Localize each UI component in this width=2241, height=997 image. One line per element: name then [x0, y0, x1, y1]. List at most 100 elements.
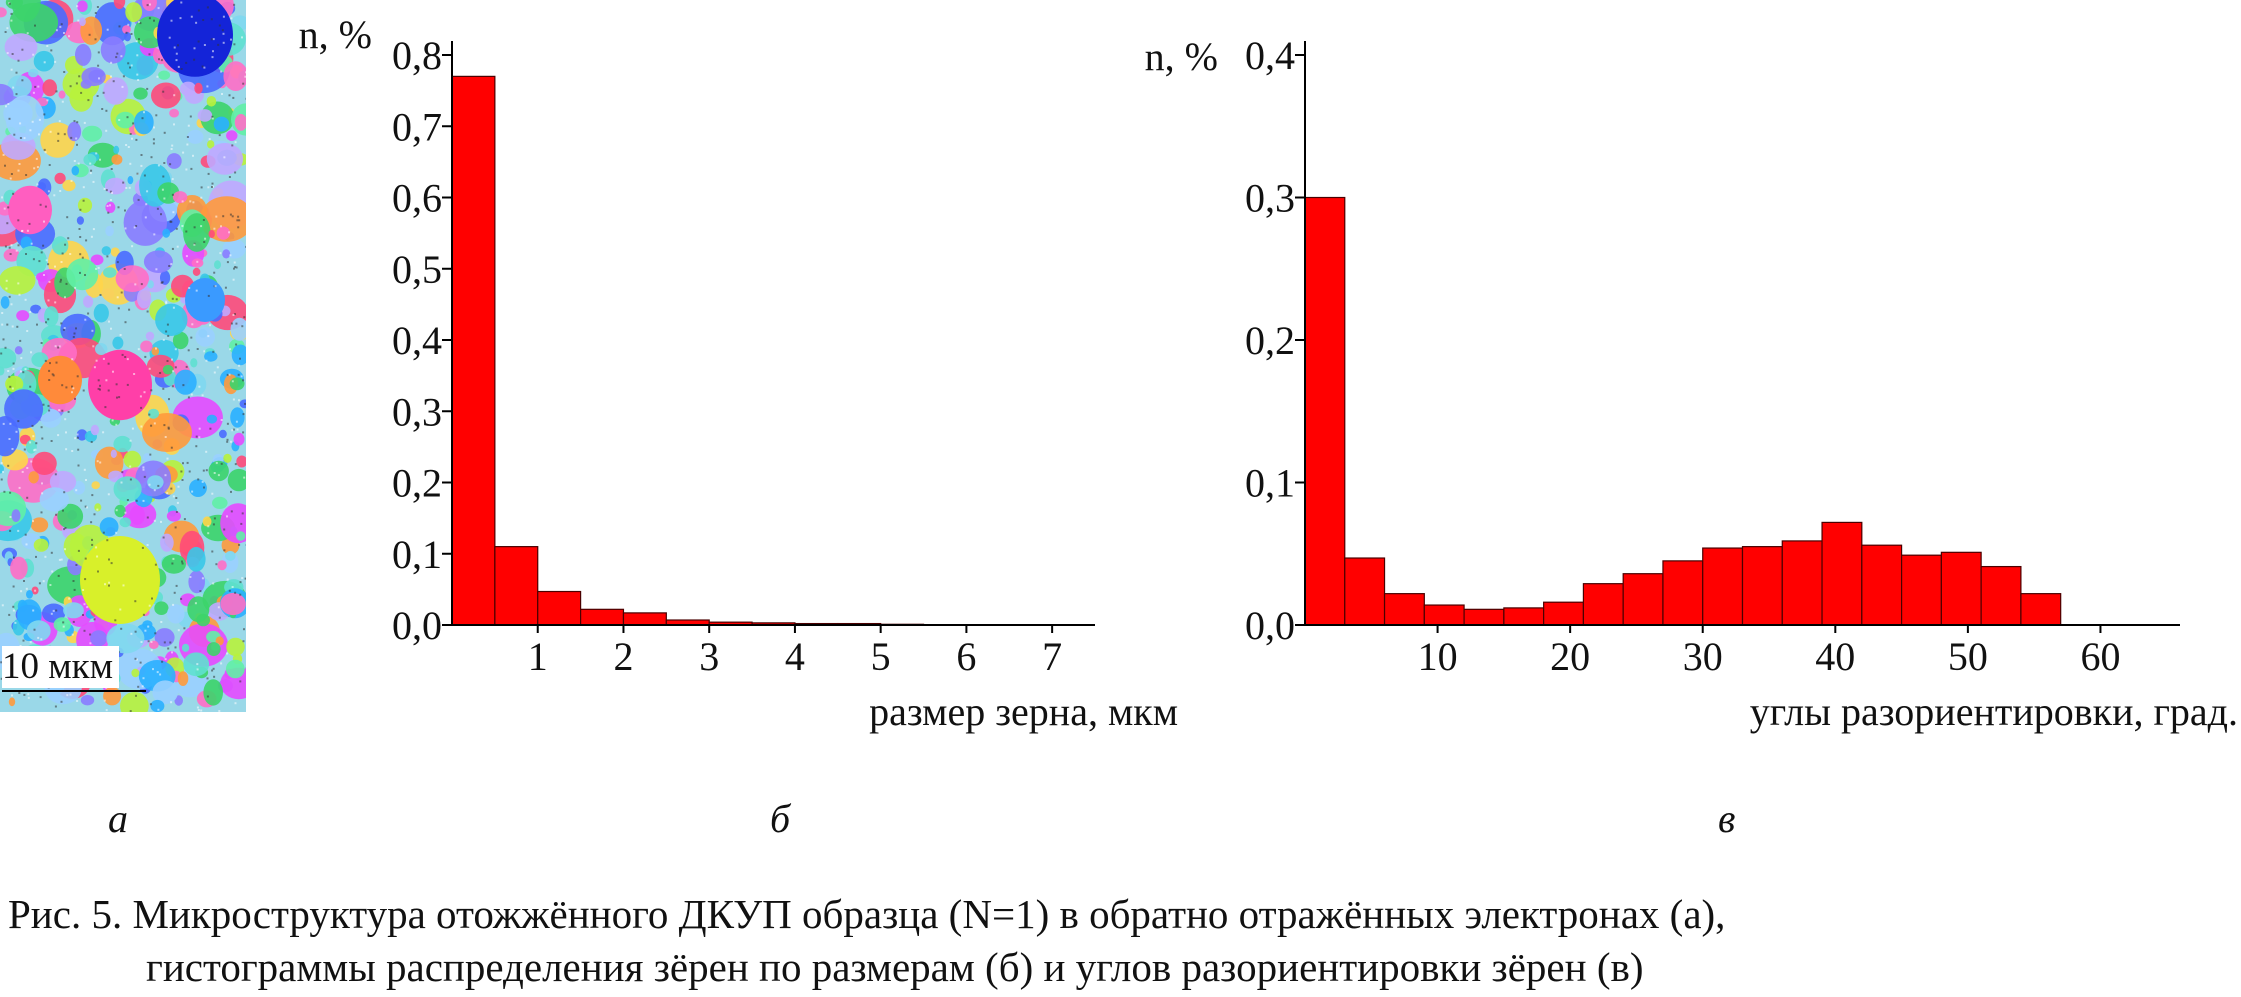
ebsd-grain: [104, 177, 126, 195]
ebsd-large-grain: [157, 0, 233, 77]
ebsd-boundary-speck: [172, 211, 175, 214]
ebsd-boundary-speck: [175, 227, 178, 230]
ebsd-boundary-speck: [11, 53, 14, 55]
ebsd-boundary-speck: [92, 180, 95, 183]
ebsd-boundary-speck: [4, 346, 7, 349]
ebsd-boundary-speck: [11, 448, 14, 450]
ebsd-boundary-speck: [198, 385, 201, 388]
ebsd-boundary-speck: [170, 148, 173, 150]
ebsd-grain: [230, 317, 246, 341]
ebsd-boundary-speck: [73, 120, 76, 123]
ebsd-large-grain: [80, 536, 160, 624]
ebsd-boundary-speck: [32, 91, 35, 94]
ebsd-boundary-speck: [174, 348, 177, 351]
ebsd-boundary-speck: [244, 402, 246, 405]
ebsd-boundary-speck: [197, 709, 200, 711]
ebsd-grain: [14, 346, 23, 355]
ebsd-grain: [0, 7, 7, 18]
ebsd-boundary-speck: [180, 1, 183, 4]
ebsd-grain: [120, 692, 149, 712]
ebsd-boundary-speck: [186, 143, 189, 146]
ebsd-boundary-speck: [103, 699, 106, 702]
ebsd-boundary-speck: [30, 242, 33, 245]
ebsd-grain: [206, 414, 218, 424]
ebsd-boundary-speck: [148, 367, 151, 370]
ebsd-boundary-speck: [173, 591, 176, 594]
ebsd-boundary-speck: [172, 370, 175, 373]
ebsd-boundary-speck: [226, 652, 229, 655]
ebsd-boundary-speck: [109, 199, 112, 201]
ebsd-boundary-speck: [197, 478, 200, 481]
ebsd-boundary-speck: [6, 222, 9, 225]
ebsd-grain: [208, 460, 229, 482]
ebsd-boundary-speck: [242, 82, 245, 85]
ebsd-boundary-speck: [200, 709, 203, 712]
ebsd-grain: [150, 699, 165, 712]
ebsd-boundary-speck: [71, 358, 74, 361]
ebsd-boundary-speck: [120, 291, 123, 294]
ebsd-boundary-speck: [200, 196, 203, 199]
ebsd-boundary-speck: [207, 335, 210, 338]
ebsd-boundary-speck: [143, 391, 146, 394]
ebsd-boundary-speck: [77, 19, 80, 22]
ebsd-grain: [206, 143, 244, 175]
ebsd-grain: [0, 266, 36, 295]
ebsd-grain: [62, 179, 76, 192]
ebsd-grain: [151, 82, 181, 109]
ebsd-boundary-speck: [199, 590, 202, 593]
ebsd-boundary-speck: [146, 87, 149, 90]
ebsd-grain: [11, 509, 21, 522]
ebsd-boundary-speck: [15, 430, 18, 433]
ebsd-grain: [124, 32, 131, 42]
ebsd-boundary-speck: [0, 462, 3, 465]
ebsd-boundary-speck: [131, 137, 133, 140]
ebsd-boundary-speck: [154, 563, 157, 566]
ebsd-boundary-speck: [118, 25, 121, 28]
ebsd-boundary-speck: [71, 633, 74, 636]
ebsd-boundary-speck: [3, 490, 6, 493]
ebsd-boundary-speck: [129, 439, 132, 442]
ebsd-grain: [114, 504, 126, 518]
ebsd-grain: [93, 303, 109, 323]
ebsd-boundary-speck: [206, 695, 209, 698]
ebsd-boundary-speck: [47, 299, 50, 302]
ebsd-boundary-speck: [29, 441, 32, 444]
ebsd-boundary-speck: [21, 79, 24, 82]
ebsd-boundary-speck: [218, 134, 221, 137]
ebsd-boundary-speck: [189, 200, 192, 203]
ebsd-boundary-speck: [228, 176, 231, 178]
ebsd-boundary-speck: [119, 608, 122, 611]
ebsd-boundary-speck: [89, 172, 92, 175]
ebsd-boundary-speck: [142, 466, 145, 469]
ebsd-boundary-speck: [51, 570, 54, 573]
histogram-bar: [1423, 604, 1465, 626]
ebsd-boundary-speck: [218, 616, 221, 619]
x-tick-label: 1: [528, 634, 548, 679]
ebsd-boundary-speck: [89, 162, 92, 165]
ebsd-boundary-speck: [146, 310, 149, 313]
caption-line-2: гистограммы распределения зёрен по разме…: [146, 944, 1644, 990]
ebsd-boundary-speck: [82, 186, 85, 189]
ebsd-boundary-speck: [179, 17, 182, 20]
ebsd-grain: [223, 61, 246, 91]
ebsd-boundary-speck: [202, 219, 205, 221]
y-tick-label: 0,1: [1245, 461, 1295, 506]
ebsd-boundary-speck: [35, 157, 38, 160]
ebsd-grain: [206, 642, 221, 657]
ebsd-boundary-speck: [138, 38, 140, 41]
ebsd-boundary-speck: [1, 323, 4, 326]
ebsd-grain: [154, 601, 169, 615]
ebsd-boundary-speck: [107, 389, 110, 392]
ebsd-boundary-speck: [84, 557, 87, 560]
histogram-bar: [451, 75, 496, 626]
ebsd-boundary-speck: [126, 499, 129, 501]
ebsd-boundary-speck: [2, 153, 5, 156]
ebsd-boundary-speck: [3, 207, 6, 210]
ebsd-boundary-speck: [235, 322, 238, 325]
ebsd-boundary-speck: [76, 433, 79, 436]
ebsd-boundary-speck: [140, 406, 143, 409]
ebsd-boundary-speck: [174, 526, 177, 529]
ebsd-boundary-speck: [64, 296, 66, 299]
ebsd-boundary-speck: [42, 580, 45, 583]
ebsd-grain: [105, 225, 114, 237]
